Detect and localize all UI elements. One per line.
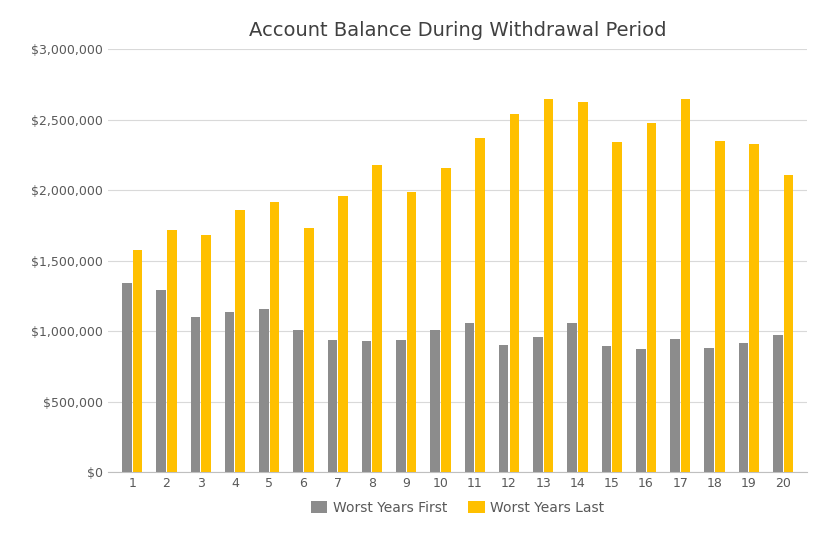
Bar xyxy=(567,323,577,472)
Bar xyxy=(671,339,680,472)
Bar xyxy=(602,346,612,472)
Bar xyxy=(636,349,646,472)
Bar xyxy=(499,345,508,472)
Bar xyxy=(750,144,759,472)
Bar xyxy=(509,114,519,472)
Bar xyxy=(681,99,691,472)
Bar xyxy=(464,323,474,472)
Bar xyxy=(328,340,337,472)
Bar xyxy=(578,102,587,472)
Bar xyxy=(362,341,371,472)
Bar xyxy=(715,141,725,472)
Bar xyxy=(739,343,748,472)
Bar xyxy=(338,196,348,472)
Bar xyxy=(533,337,542,472)
Bar xyxy=(191,317,201,472)
Bar xyxy=(122,283,131,472)
Bar xyxy=(407,192,416,472)
Bar xyxy=(705,348,714,472)
Bar xyxy=(784,175,793,472)
Bar xyxy=(646,122,656,472)
Bar xyxy=(294,330,303,472)
Title: Account Balance During Withdrawal Period: Account Balance During Withdrawal Period xyxy=(249,20,666,40)
Bar xyxy=(430,330,440,472)
Bar xyxy=(270,201,280,472)
Bar xyxy=(156,290,166,472)
Bar xyxy=(225,311,235,472)
Bar xyxy=(373,165,382,472)
Bar xyxy=(773,335,783,472)
Bar xyxy=(304,228,314,472)
Bar xyxy=(259,309,269,472)
Legend: Worst Years First, Worst Years Last: Worst Years First, Worst Years Last xyxy=(305,495,610,520)
Bar xyxy=(396,340,406,472)
Bar xyxy=(235,210,245,472)
Bar xyxy=(132,249,142,472)
Bar xyxy=(612,142,622,472)
Bar xyxy=(201,236,210,472)
Bar xyxy=(167,230,176,472)
Bar xyxy=(441,168,451,472)
Bar xyxy=(475,138,485,472)
Bar xyxy=(544,99,553,472)
